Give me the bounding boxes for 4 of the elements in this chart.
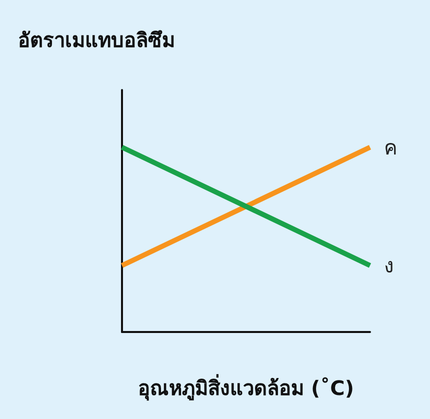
series-label: ค: [384, 135, 397, 160]
y-axis-title: อัตราเมแทบอลิซึม: [18, 28, 175, 52]
series-label: ง: [384, 253, 394, 278]
x-axis-title: อุณหภูมิสิ่งแวดล้อม (˚C): [138, 373, 354, 402]
